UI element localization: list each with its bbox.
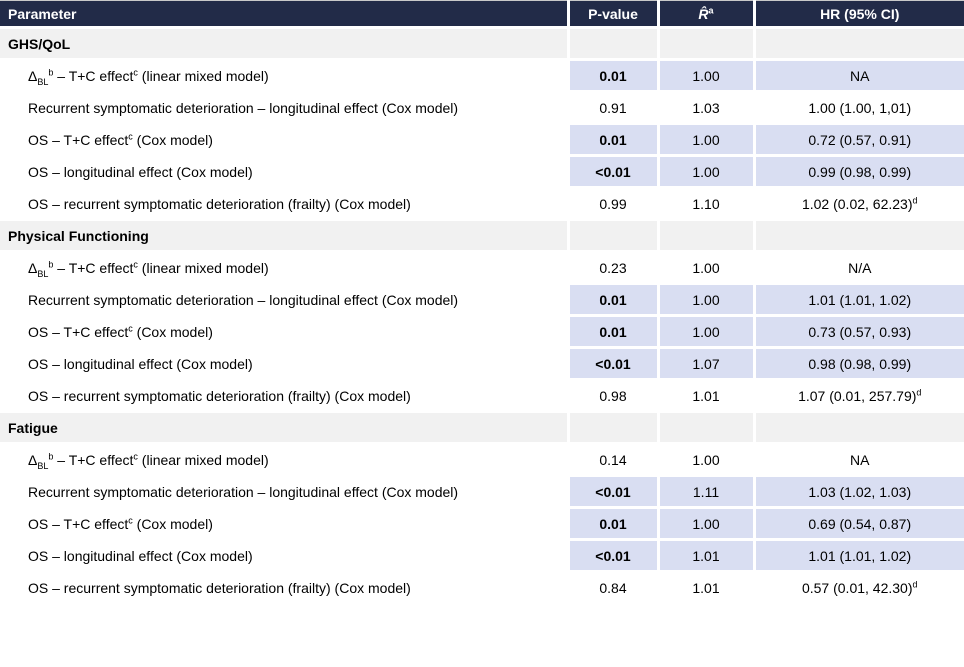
hr-ci-cell: NA <box>752 443 964 477</box>
r-hat-cell: 1.00 <box>656 59 754 93</box>
p-value-cell: <0.01 <box>566 347 658 381</box>
r-hat-cell: 1.01 <box>656 379 754 413</box>
table-row: OS – recurrent symptomatic deterioration… <box>0 187 964 221</box>
section-title: Physical Functioning <box>0 219 568 253</box>
p-value-cell: 0.01 <box>566 283 658 317</box>
section-empty-cell <box>656 27 754 61</box>
r-hat-cell: 1.00 <box>656 315 754 349</box>
table-row: ΔBLb – T+C effectc (linear mixed model) 0… <box>0 251 964 285</box>
section-empty-cell <box>566 27 658 61</box>
r-hat-cell: 1.00 <box>656 507 754 541</box>
table-row: Recurrent symptomatic deterioration – lo… <box>0 283 964 317</box>
parameter-cell: Recurrent symptomatic deterioration – lo… <box>0 91 568 125</box>
table-row: OS – longitudinal effect (Cox model) <0.0… <box>0 347 964 381</box>
p-value-cell: 0.84 <box>566 571 658 605</box>
hr-ci-cell: 1.00 (1.00, 1,01) <box>752 91 964 125</box>
column-header-hr-ci: HR (95% CI) <box>752 0 964 29</box>
section-empty-cell <box>752 411 964 445</box>
r-hat-cell: 1.03 <box>656 91 754 125</box>
parameter-cell: OS – recurrent symptomatic deterioration… <box>0 571 568 605</box>
table-row: ΔBLb – T+C effectc (linear mixed model) 0… <box>0 59 964 93</box>
parameter-cell: OS – T+C effectc (Cox model) <box>0 507 568 541</box>
r-hat-cell: 1.10 <box>656 187 754 221</box>
parameter-cell: ΔBLb – T+C effectc (linear mixed model) <box>0 59 568 93</box>
hr-ci-cell: 0.99 (0.98, 0.99) <box>752 155 964 189</box>
column-header-p-value: P-value <box>566 0 658 29</box>
section-title: Fatigue <box>0 411 568 445</box>
section-empty-cell <box>566 411 658 445</box>
results-table-page: Parameter P-value R̂a HR (95% CI) GHS/QoL ΔB… <box>0 0 964 605</box>
parameter-cell: Recurrent symptomatic deterioration – lo… <box>0 283 568 317</box>
hr-ci-cell: 0.57 (0.01, 42.30)d <box>752 571 964 605</box>
r-hat-cell: 1.01 <box>656 571 754 605</box>
r-hat-cell: 1.00 <box>656 251 754 285</box>
parameter-cell: OS – longitudinal effect (Cox model) <box>0 155 568 189</box>
p-value-cell: 0.98 <box>566 379 658 413</box>
section-empty-cell <box>752 27 964 61</box>
section-row: GHS/QoL <box>0 27 964 61</box>
r-hat-cell: 1.00 <box>656 155 754 189</box>
table-row: OS – T+C effectc (Cox model) 0.01 1.00 0.69… <box>0 507 964 541</box>
r-hat-cell: 1.11 <box>656 475 754 509</box>
hr-ci-cell: 1.07 (0.01, 257.79)d <box>752 379 964 413</box>
table-row: Recurrent symptomatic deterioration – lo… <box>0 475 964 509</box>
hr-ci-cell: 0.98 (0.98, 0.99) <box>752 347 964 381</box>
p-value-cell: <0.01 <box>566 539 658 573</box>
parameter-cell: OS – longitudinal effect (Cox model) <box>0 347 568 381</box>
hr-ci-cell: 1.03 (1.02, 1.03) <box>752 475 964 509</box>
table-row: ΔBLb – T+C effectc (linear mixed model) 0… <box>0 443 964 477</box>
parameter-cell: ΔBLb – T+C effectc (linear mixed model) <box>0 443 568 477</box>
parameter-cell: OS – T+C effectc (Cox model) <box>0 123 568 157</box>
table-body: GHS/QoL ΔBLb – T+C effectc (linear mixed … <box>0 27 964 605</box>
parameter-cell: ΔBLb – T+C effectc (linear mixed model) <box>0 251 568 285</box>
p-value-cell: 0.14 <box>566 443 658 477</box>
parameter-cell: Recurrent symptomatic deterioration – lo… <box>0 475 568 509</box>
parameter-cell: OS – longitudinal effect (Cox model) <box>0 539 568 573</box>
section-empty-cell <box>656 219 754 253</box>
hr-ci-cell: 0.69 (0.54, 0.87) <box>752 507 964 541</box>
r-hat-cell: 1.01 <box>656 539 754 573</box>
p-value-cell: 0.91 <box>566 91 658 125</box>
table-row: OS – longitudinal effect (Cox model) <0.0… <box>0 539 964 573</box>
hr-ci-cell: NA <box>752 59 964 93</box>
r-hat-cell: 1.07 <box>656 347 754 381</box>
p-value-cell: 0.01 <box>566 507 658 541</box>
hr-ci-cell: 0.73 (0.57, 0.93) <box>752 315 964 349</box>
p-value-cell: <0.01 <box>566 475 658 509</box>
hr-ci-cell: 1.02 (0.02, 62.23)d <box>752 187 964 221</box>
parameter-cell: OS – recurrent symptomatic deterioration… <box>0 187 568 221</box>
hr-ci-cell: 0.72 (0.57, 0.91) <box>752 123 964 157</box>
column-header-parameter: Parameter <box>0 0 568 29</box>
hr-ci-cell: N/A <box>752 251 964 285</box>
table-row: OS – longitudinal effect (Cox model) <0.0… <box>0 155 964 189</box>
p-value-cell: 0.01 <box>566 123 658 157</box>
section-empty-cell <box>656 411 754 445</box>
hrqol-results-table: Parameter P-value R̂a HR (95% CI) GHS/QoL ΔB… <box>0 0 964 605</box>
hr-ci-cell: 1.01 (1.01, 1.02) <box>752 539 964 573</box>
table-row: OS – T+C effectc (Cox model) 0.01 1.00 0.72… <box>0 123 964 157</box>
r-hat-cell: 1.00 <box>656 443 754 477</box>
section-row: Fatigue <box>0 411 964 445</box>
p-value-cell: <0.01 <box>566 155 658 189</box>
section-empty-cell <box>566 219 658 253</box>
section-title: GHS/QoL <box>0 27 568 61</box>
p-value-cell: 0.01 <box>566 315 658 349</box>
table-row: Recurrent symptomatic deterioration – lo… <box>0 91 964 125</box>
table-row: OS – recurrent symptomatic deterioration… <box>0 379 964 413</box>
p-value-cell: 0.01 <box>566 59 658 93</box>
p-value-cell: 0.23 <box>566 251 658 285</box>
r-hat-cell: 1.00 <box>656 283 754 317</box>
table-header-row: Parameter P-value R̂a HR (95% CI) <box>0 0 964 29</box>
section-row: Physical Functioning <box>0 219 964 253</box>
parameter-cell: OS – recurrent symptomatic deterioration… <box>0 379 568 413</box>
table-row: OS – T+C effectc (Cox model) 0.01 1.00 0.73… <box>0 315 964 349</box>
section-empty-cell <box>752 219 964 253</box>
column-header-r-hat: R̂a <box>656 0 754 29</box>
p-value-cell: 0.99 <box>566 187 658 221</box>
table-row: OS – recurrent symptomatic deterioration… <box>0 571 964 605</box>
hr-ci-cell: 1.01 (1.01, 1.02) <box>752 283 964 317</box>
r-hat-cell: 1.00 <box>656 123 754 157</box>
parameter-cell: OS – T+C effectc (Cox model) <box>0 315 568 349</box>
